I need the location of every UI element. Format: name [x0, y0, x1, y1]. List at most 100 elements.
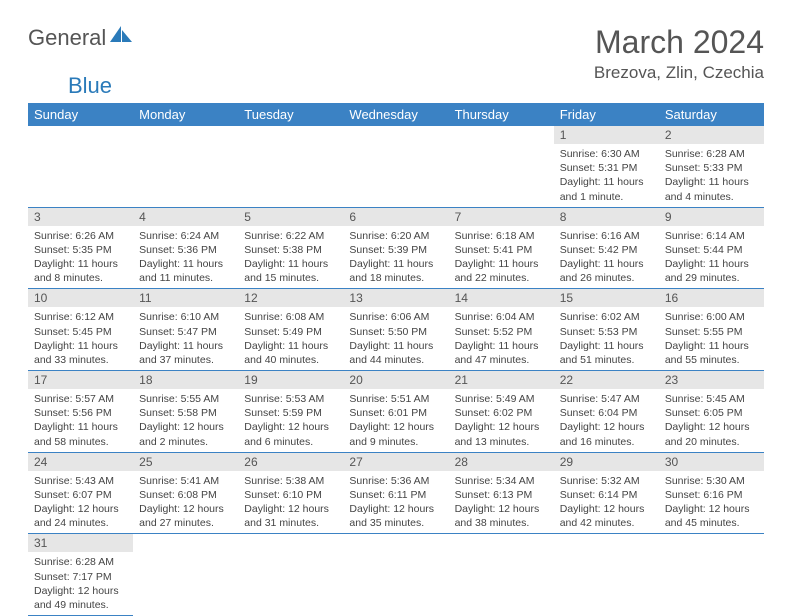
day-info: Sunrise: 5:30 AMSunset: 6:16 PMDaylight:… [659, 471, 764, 534]
day-number: 30 [659, 453, 764, 471]
day-info: Sunrise: 5:47 AMSunset: 6:04 PMDaylight:… [554, 389, 659, 452]
calendar-cell: 9Sunrise: 6:14 AMSunset: 5:44 PMDaylight… [659, 207, 764, 289]
weekday-header: Monday [133, 103, 238, 126]
day-number: 29 [554, 453, 659, 471]
day-info: Sunrise: 6:12 AMSunset: 5:45 PMDaylight:… [28, 307, 133, 370]
calendar-cell: 7Sunrise: 6:18 AMSunset: 5:41 PMDaylight… [449, 207, 554, 289]
calendar-cell [554, 534, 659, 616]
calendar-cell [449, 126, 554, 207]
day-info: Sunrise: 6:14 AMSunset: 5:44 PMDaylight:… [659, 226, 764, 289]
day-info: Sunrise: 6:28 AMSunset: 7:17 PMDaylight:… [28, 552, 133, 615]
calendar-cell [238, 126, 343, 207]
day-number: 3 [28, 208, 133, 226]
logo: General [28, 24, 136, 51]
day-number: 10 [28, 289, 133, 307]
day-info: Sunrise: 5:51 AMSunset: 6:01 PMDaylight:… [343, 389, 448, 452]
calendar-cell [28, 126, 133, 207]
calendar-cell: 10Sunrise: 6:12 AMSunset: 5:45 PMDayligh… [28, 289, 133, 371]
calendar-row: 31Sunrise: 6:28 AMSunset: 7:17 PMDayligh… [28, 534, 764, 616]
month-title: March 2024 [594, 24, 764, 61]
calendar-cell: 28Sunrise: 5:34 AMSunset: 6:13 PMDayligh… [449, 452, 554, 534]
calendar-cell: 31Sunrise: 6:28 AMSunset: 7:17 PMDayligh… [28, 534, 133, 616]
calendar-cell: 24Sunrise: 5:43 AMSunset: 6:07 PMDayligh… [28, 452, 133, 534]
day-info: Sunrise: 6:08 AMSunset: 5:49 PMDaylight:… [238, 307, 343, 370]
day-info: Sunrise: 5:57 AMSunset: 5:56 PMDaylight:… [28, 389, 133, 452]
calendar-cell: 12Sunrise: 6:08 AMSunset: 5:49 PMDayligh… [238, 289, 343, 371]
sail-icon [108, 24, 134, 51]
day-number: 26 [238, 453, 343, 471]
calendar-cell: 30Sunrise: 5:30 AMSunset: 6:16 PMDayligh… [659, 452, 764, 534]
day-number: 11 [133, 289, 238, 307]
day-info: Sunrise: 5:38 AMSunset: 6:10 PMDaylight:… [238, 471, 343, 534]
day-number: 13 [343, 289, 448, 307]
calendar-cell: 1Sunrise: 6:30 AMSunset: 5:31 PMDaylight… [554, 126, 659, 207]
weekday-header: Sunday [28, 103, 133, 126]
day-number: 18 [133, 371, 238, 389]
day-number: 5 [238, 208, 343, 226]
calendar-cell: 15Sunrise: 6:02 AMSunset: 5:53 PMDayligh… [554, 289, 659, 371]
weekday-header: Friday [554, 103, 659, 126]
day-number: 23 [659, 371, 764, 389]
calendar-cell: 11Sunrise: 6:10 AMSunset: 5:47 PMDayligh… [133, 289, 238, 371]
day-info: Sunrise: 6:06 AMSunset: 5:50 PMDaylight:… [343, 307, 448, 370]
day-info: Sunrise: 6:20 AMSunset: 5:39 PMDaylight:… [343, 226, 448, 289]
day-info: Sunrise: 6:28 AMSunset: 5:33 PMDaylight:… [659, 144, 764, 207]
calendar-cell: 23Sunrise: 5:45 AMSunset: 6:05 PMDayligh… [659, 371, 764, 453]
day-number: 28 [449, 453, 554, 471]
calendar-cell: 6Sunrise: 6:20 AMSunset: 5:39 PMDaylight… [343, 207, 448, 289]
calendar-body: 1Sunrise: 6:30 AMSunset: 5:31 PMDaylight… [28, 126, 764, 616]
weekday-header: Thursday [449, 103, 554, 126]
day-info: Sunrise: 5:53 AMSunset: 5:59 PMDaylight:… [238, 389, 343, 452]
day-number: 7 [449, 208, 554, 226]
weekday-header: Saturday [659, 103, 764, 126]
day-info: Sunrise: 5:36 AMSunset: 6:11 PMDaylight:… [343, 471, 448, 534]
day-info: Sunrise: 6:04 AMSunset: 5:52 PMDaylight:… [449, 307, 554, 370]
day-number: 17 [28, 371, 133, 389]
calendar-table: Sunday Monday Tuesday Wednesday Thursday… [28, 103, 764, 616]
day-info: Sunrise: 5:55 AMSunset: 5:58 PMDaylight:… [133, 389, 238, 452]
day-info: Sunrise: 5:49 AMSunset: 6:02 PMDaylight:… [449, 389, 554, 452]
calendar-row: 3Sunrise: 6:26 AMSunset: 5:35 PMDaylight… [28, 207, 764, 289]
calendar-cell: 17Sunrise: 5:57 AMSunset: 5:56 PMDayligh… [28, 371, 133, 453]
day-info: Sunrise: 6:26 AMSunset: 5:35 PMDaylight:… [28, 226, 133, 289]
day-number: 12 [238, 289, 343, 307]
weekday-header: Tuesday [238, 103, 343, 126]
calendar-cell: 26Sunrise: 5:38 AMSunset: 6:10 PMDayligh… [238, 452, 343, 534]
day-info: Sunrise: 6:10 AMSunset: 5:47 PMDaylight:… [133, 307, 238, 370]
logo-text-general: General [28, 25, 106, 51]
day-number: 6 [343, 208, 448, 226]
day-info: Sunrise: 6:30 AMSunset: 5:31 PMDaylight:… [554, 144, 659, 207]
day-number: 8 [554, 208, 659, 226]
day-info: Sunrise: 6:02 AMSunset: 5:53 PMDaylight:… [554, 307, 659, 370]
calendar-cell [343, 534, 448, 616]
day-number: 19 [238, 371, 343, 389]
calendar-row: 1Sunrise: 6:30 AMSunset: 5:31 PMDaylight… [28, 126, 764, 207]
calendar-cell [238, 534, 343, 616]
calendar-cell [343, 126, 448, 207]
day-info: Sunrise: 5:41 AMSunset: 6:08 PMDaylight:… [133, 471, 238, 534]
day-info: Sunrise: 6:18 AMSunset: 5:41 PMDaylight:… [449, 226, 554, 289]
calendar-cell: 2Sunrise: 6:28 AMSunset: 5:33 PMDaylight… [659, 126, 764, 207]
day-info: Sunrise: 6:00 AMSunset: 5:55 PMDaylight:… [659, 307, 764, 370]
calendar-cell: 25Sunrise: 5:41 AMSunset: 6:08 PMDayligh… [133, 452, 238, 534]
day-info: Sunrise: 5:43 AMSunset: 6:07 PMDaylight:… [28, 471, 133, 534]
calendar-cell [133, 126, 238, 207]
day-number: 27 [343, 453, 448, 471]
calendar-cell [133, 534, 238, 616]
weekday-header: Wednesday [343, 103, 448, 126]
day-info: Sunrise: 5:34 AMSunset: 6:13 PMDaylight:… [449, 471, 554, 534]
calendar-row: 10Sunrise: 6:12 AMSunset: 5:45 PMDayligh… [28, 289, 764, 371]
day-info: Sunrise: 5:45 AMSunset: 6:05 PMDaylight:… [659, 389, 764, 452]
calendar-cell: 5Sunrise: 6:22 AMSunset: 5:38 PMDaylight… [238, 207, 343, 289]
calendar-cell [659, 534, 764, 616]
day-number: 25 [133, 453, 238, 471]
day-number: 31 [28, 534, 133, 552]
day-number: 14 [449, 289, 554, 307]
calendar-cell: 14Sunrise: 6:04 AMSunset: 5:52 PMDayligh… [449, 289, 554, 371]
calendar-cell: 3Sunrise: 6:26 AMSunset: 5:35 PMDaylight… [28, 207, 133, 289]
day-number: 24 [28, 453, 133, 471]
calendar-cell: 8Sunrise: 6:16 AMSunset: 5:42 PMDaylight… [554, 207, 659, 289]
calendar-cell [449, 534, 554, 616]
calendar-cell: 19Sunrise: 5:53 AMSunset: 5:59 PMDayligh… [238, 371, 343, 453]
day-number: 20 [343, 371, 448, 389]
